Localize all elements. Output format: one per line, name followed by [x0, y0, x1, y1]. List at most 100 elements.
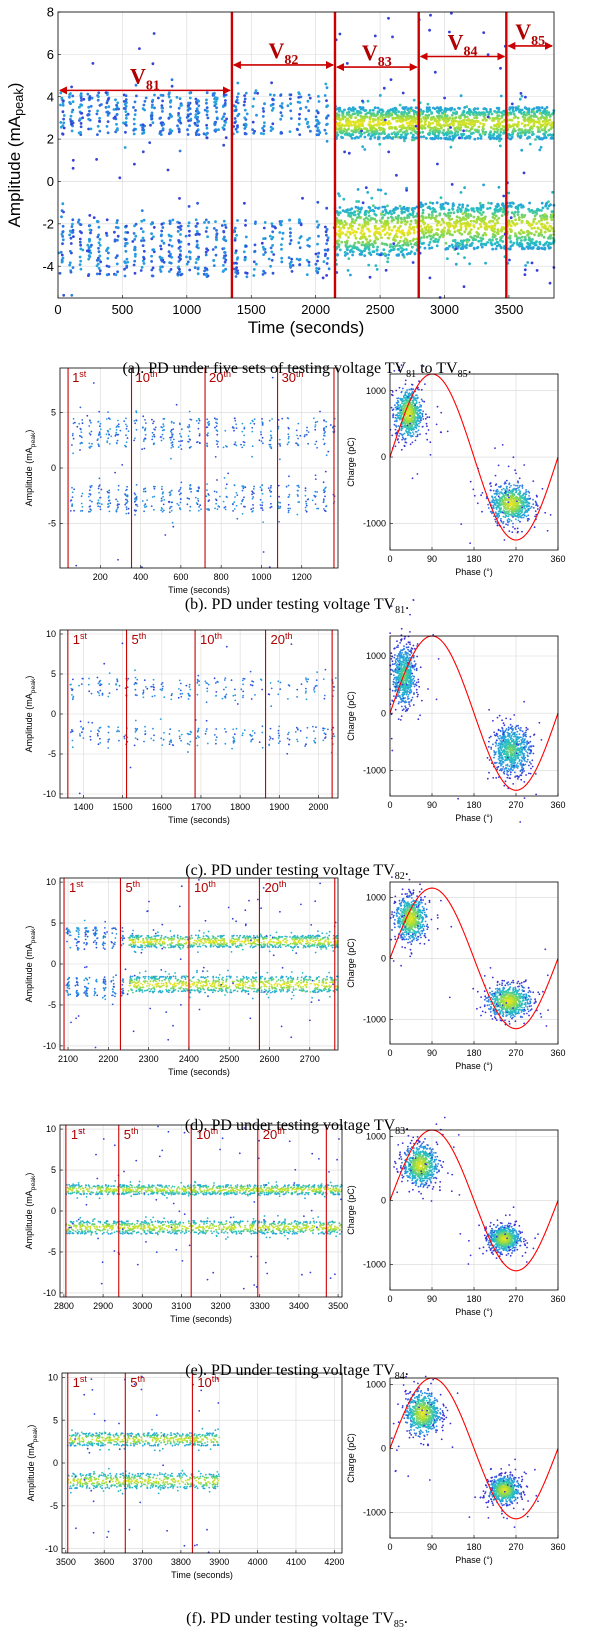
data-point — [271, 244, 274, 247]
data-point — [509, 111, 512, 115]
data-point — [150, 254, 154, 258]
data-point — [88, 109, 91, 113]
data-point — [439, 196, 443, 200]
data-point — [225, 693, 228, 696]
data-point — [232, 742, 235, 744]
data-point — [79, 428, 82, 430]
data-point — [294, 731, 297, 733]
data-point — [325, 274, 328, 277]
data-point — [118, 503, 120, 506]
data-point — [253, 422, 256, 425]
data-point — [233, 737, 235, 740]
data-point — [215, 110, 218, 114]
data-point — [289, 239, 293, 242]
data-point — [178, 258, 182, 261]
data-point — [224, 677, 227, 679]
data-point — [77, 933, 80, 935]
data-point — [205, 98, 208, 102]
data-point — [466, 204, 469, 208]
data-point — [325, 139, 329, 143]
data-point — [317, 234, 320, 238]
data-point — [97, 434, 100, 437]
data-point — [100, 488, 103, 491]
data-point — [151, 695, 154, 698]
data-point — [473, 116, 476, 120]
data-point — [177, 114, 180, 117]
data-point — [313, 690, 316, 693]
data-point — [314, 115, 318, 119]
data-point — [148, 141, 152, 145]
data-point — [87, 257, 91, 261]
data-point — [277, 737, 280, 739]
data-point — [213, 734, 216, 736]
data-point — [523, 268, 527, 272]
data-point — [253, 492, 255, 495]
data-point — [347, 132, 351, 136]
data-point — [527, 110, 531, 114]
data-point — [270, 250, 274, 254]
data-point — [440, 111, 444, 115]
data-point — [144, 733, 147, 736]
data-point — [435, 121, 439, 125]
data-point — [305, 502, 308, 505]
data-point — [79, 247, 83, 251]
tick-label-x: 1000 — [251, 572, 271, 582]
data-point — [375, 268, 379, 271]
data-point — [323, 94, 327, 97]
data-point — [243, 678, 246, 680]
data-point — [194, 113, 198, 116]
data-point — [512, 116, 516, 120]
data-point — [450, 113, 454, 117]
data-point — [547, 133, 550, 137]
data-point — [263, 121, 266, 125]
data-point — [160, 121, 163, 125]
data-point — [375, 131, 378, 135]
data-point — [316, 126, 320, 130]
data-point — [382, 248, 386, 252]
data-point — [350, 220, 354, 224]
data-point — [368, 206, 372, 210]
data-point — [406, 241, 409, 245]
data-point — [262, 226, 266, 230]
data-point — [472, 113, 475, 116]
data-point — [116, 688, 118, 691]
data-point — [307, 442, 309, 445]
data-point — [242, 690, 245, 693]
data-point — [507, 191, 511, 195]
data-point — [89, 499, 91, 502]
data-point — [70, 85, 73, 89]
data-point — [224, 121, 228, 124]
data-point — [153, 106, 156, 110]
data-point — [278, 734, 281, 737]
data-point — [546, 221, 549, 225]
data-point — [395, 116, 399, 120]
data-point — [314, 737, 317, 740]
data-point — [197, 133, 201, 137]
data-point — [400, 210, 404, 214]
data-point — [516, 213, 520, 217]
data-point — [289, 264, 292, 268]
data-point — [105, 273, 109, 277]
data-point — [279, 442, 281, 445]
data-point — [268, 735, 271, 738]
data-point — [500, 214, 504, 218]
data-point — [151, 121, 155, 125]
data-point — [432, 106, 435, 110]
data-point — [107, 251, 110, 255]
data-point — [69, 118, 72, 121]
data-point — [81, 492, 84, 495]
data-point — [196, 272, 200, 276]
data-point — [187, 698, 190, 700]
data-point — [379, 253, 383, 257]
data-point — [538, 112, 542, 115]
data-point — [181, 440, 184, 442]
data-point — [451, 117, 454, 120]
data-point — [287, 511, 290, 514]
data-point — [524, 113, 527, 117]
data-point — [115, 426, 118, 428]
data-point — [164, 534, 167, 536]
data-point — [356, 112, 360, 116]
data-point — [162, 503, 165, 506]
data-point — [186, 742, 189, 745]
data-point — [409, 242, 413, 246]
